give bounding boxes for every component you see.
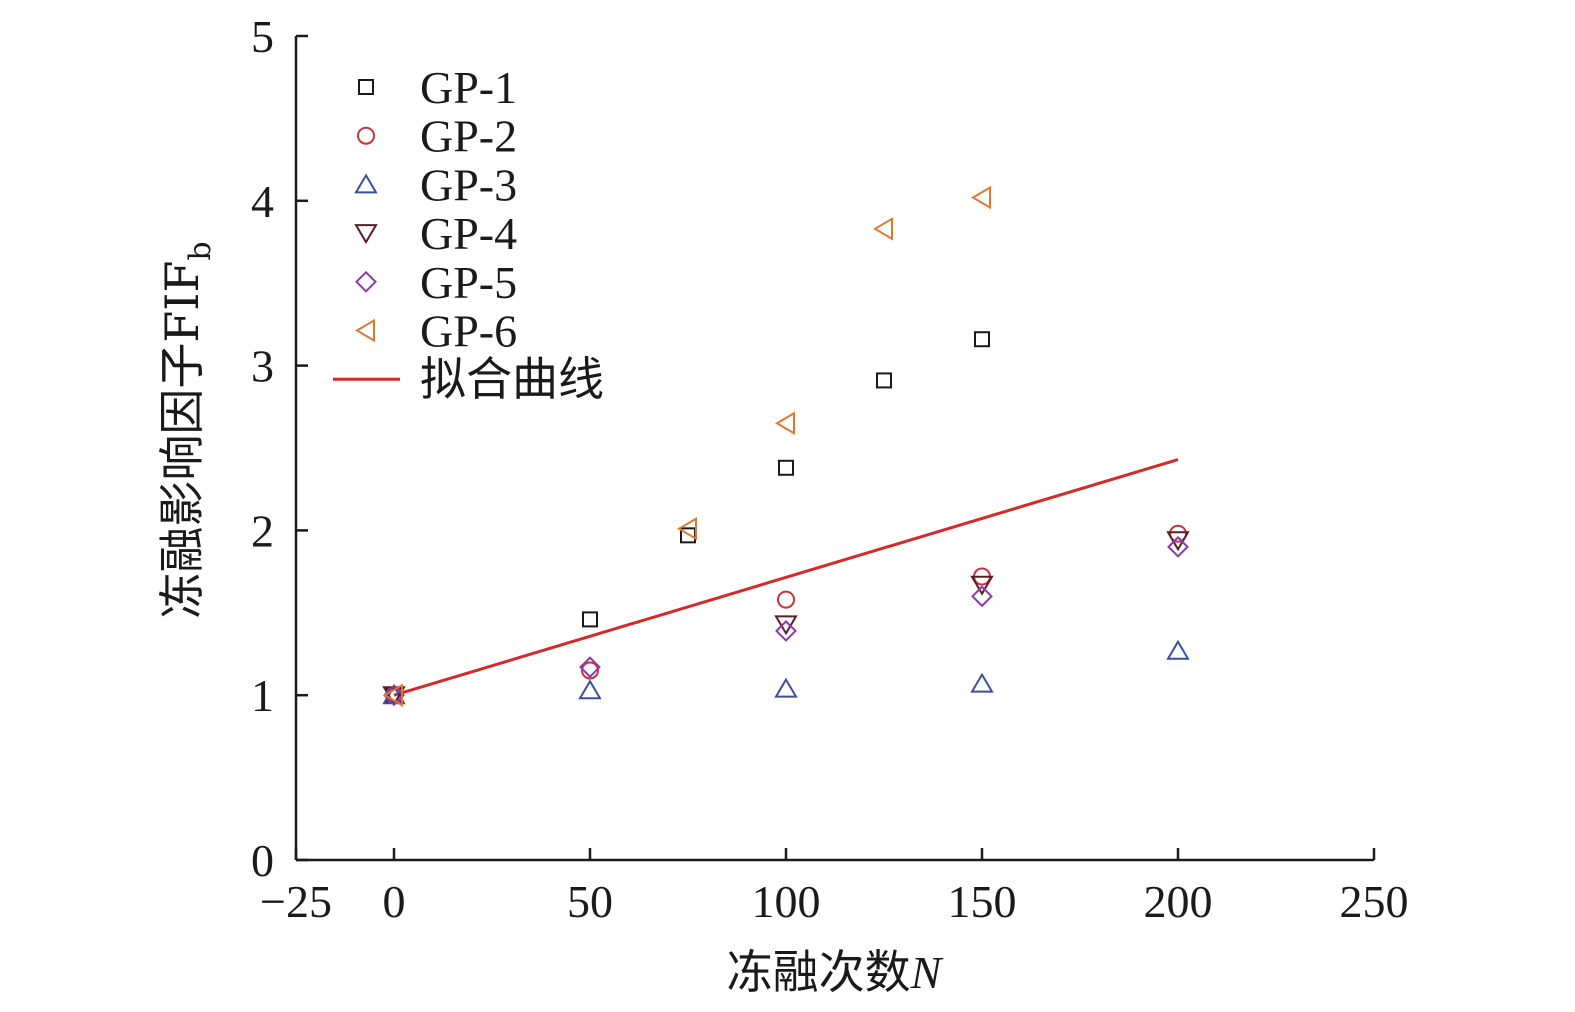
- data-point: [970, 575, 994, 596]
- data-point: [775, 620, 797, 642]
- data-point: [774, 677, 798, 698]
- y-tick-label: 5: [251, 11, 274, 62]
- legend-label: GP-1: [420, 62, 517, 113]
- x-tick-label: 100: [752, 876, 821, 927]
- y-axis-title-text: 冻融影响因子FIF: [155, 261, 209, 619]
- series-gp-3: [382, 639, 1190, 705]
- data-point: [876, 372, 892, 389]
- legend-marker: [355, 318, 375, 343]
- x-axis-variable: N: [910, 947, 944, 998]
- series-gp-6: [383, 185, 991, 707]
- legend-label: GP-4: [420, 208, 517, 259]
- fit-line: [393, 458, 1179, 697]
- legend-marker: [355, 270, 377, 293]
- data-point: [774, 615, 798, 636]
- data-point: [1166, 531, 1190, 552]
- data-point: [970, 672, 994, 693]
- x-tick-labels: −25 0 50 100 150 200 250: [260, 876, 1408, 927]
- y-tick-labels: 0 1 2 3 4 5: [251, 11, 274, 886]
- series-gp-5: [383, 535, 1189, 707]
- series-gp-2: [385, 524, 1187, 705]
- y-tick-label: 2: [251, 505, 274, 556]
- data-point: [873, 217, 893, 241]
- legend-label: 拟合曲线: [420, 352, 604, 406]
- fit-line-layer: [393, 458, 1179, 697]
- data-point: [578, 679, 602, 700]
- legend-marker: [354, 224, 378, 245]
- legend-label: GP-2: [420, 111, 517, 162]
- y-tick-label: 0: [251, 835, 274, 886]
- x-tick-label: 250: [1340, 876, 1409, 927]
- data-point: [1169, 524, 1187, 543]
- legend-label: GP-3: [420, 159, 517, 210]
- x-axis-title: 冻融次数N: [727, 945, 944, 999]
- legend-marker: [354, 173, 378, 194]
- axes: [294, 34, 1376, 862]
- x-tick-label: 200: [1144, 876, 1213, 927]
- x-tick-label: 50: [567, 876, 613, 927]
- marker-layer: [382, 185, 1190, 707]
- legend-marker: [358, 79, 374, 95]
- x-tick-label: −25: [260, 876, 332, 927]
- data-point: [382, 686, 406, 707]
- y-axis-subscript: b: [183, 241, 218, 260]
- y-axis-title: 冻融影响因子FIFb: [155, 241, 218, 618]
- x-axis-title-text: 冻融次数: [727, 945, 911, 999]
- y-tick-label: 1: [251, 670, 274, 721]
- y-tick-label: 4: [251, 176, 274, 227]
- y-tick-label: 3: [251, 341, 274, 392]
- data-point: [677, 517, 697, 541]
- legend-label: GP-6: [420, 306, 517, 357]
- legend-marker: [357, 126, 375, 145]
- legend-label: GP-5: [420, 257, 517, 308]
- data-point: [775, 411, 795, 436]
- data-point: [778, 459, 794, 476]
- data-point: [581, 661, 599, 680]
- data-point: [1166, 639, 1190, 660]
- data-point: [582, 611, 598, 628]
- x-tick-label: 150: [948, 876, 1017, 927]
- x-tick-label: 0: [383, 876, 406, 927]
- data-point: [383, 684, 405, 707]
- series-gp-4: [382, 531, 1190, 707]
- data-point: [1167, 535, 1189, 558]
- data-point: [383, 683, 403, 707]
- data-point: [579, 656, 601, 679]
- data-point: [974, 331, 990, 348]
- data-point: [971, 585, 993, 608]
- data-point: [971, 185, 991, 210]
- data-point: [777, 590, 795, 609]
